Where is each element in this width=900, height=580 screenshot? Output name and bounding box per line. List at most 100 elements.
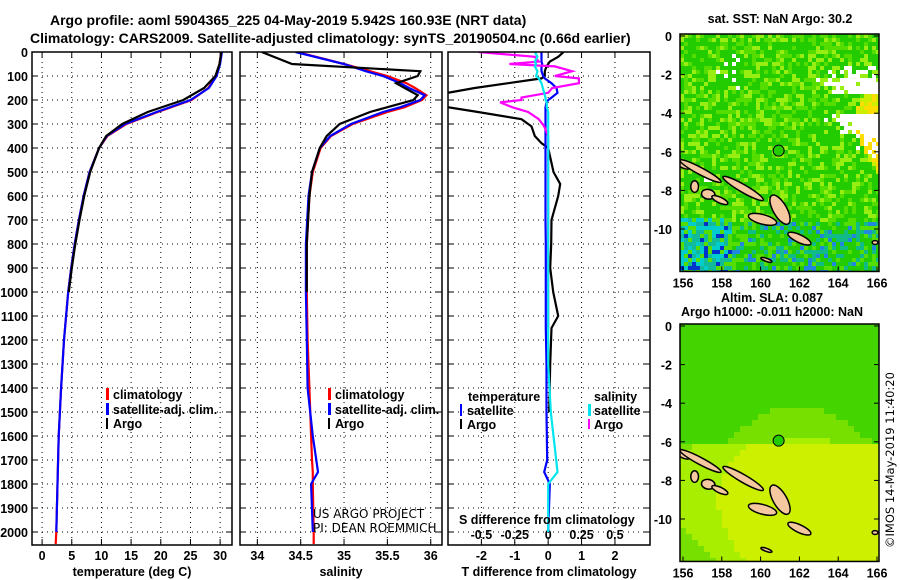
map-cell [712, 202, 717, 207]
map-cell [680, 360, 687, 367]
map-cell [872, 198, 877, 203]
map-cell [688, 242, 693, 247]
map-cell [852, 146, 857, 151]
map-cell [696, 94, 701, 99]
map-cell [692, 86, 697, 91]
map-cell [740, 198, 745, 203]
map-cell [720, 258, 725, 263]
map-cell [740, 426, 747, 433]
map-cell [776, 234, 781, 239]
map-cell [800, 50, 805, 55]
map-cell [740, 142, 745, 147]
map-cell [744, 146, 749, 151]
map-cell [716, 348, 723, 355]
map-cell [698, 546, 705, 553]
map-cell [780, 46, 785, 51]
map-cell [842, 402, 849, 409]
map-cell [780, 158, 785, 163]
map-cell [760, 190, 765, 195]
map-cell [756, 182, 761, 187]
map-cell [820, 262, 825, 267]
map-cell [824, 182, 829, 187]
map-cell [832, 86, 837, 91]
map-cell [816, 78, 821, 83]
map-cell [756, 38, 761, 43]
map-cell [756, 210, 761, 215]
map-cell [728, 90, 733, 95]
map-cell [720, 250, 725, 255]
map-cell [854, 342, 861, 349]
map-cell [708, 146, 713, 151]
map-cell [852, 82, 857, 87]
depth-tick-label: 500 [7, 166, 28, 180]
map-cell [756, 222, 761, 227]
map-cell [760, 238, 765, 243]
map-cell [700, 118, 705, 123]
map-cell [824, 420, 831, 427]
map-cell [700, 230, 705, 235]
map-cell [780, 178, 785, 183]
map-cell [788, 250, 793, 255]
map-cell [806, 456, 813, 463]
map-cell [828, 134, 833, 139]
map-cell [748, 38, 753, 43]
map-cell [758, 378, 765, 385]
map-cell [688, 246, 693, 251]
map-cell [764, 130, 769, 135]
map-cell [732, 250, 737, 255]
map-cell [860, 162, 865, 167]
map-cell [818, 348, 825, 355]
map-cell [848, 226, 853, 231]
map-cell [804, 150, 809, 155]
map-cell [820, 82, 825, 87]
map-cell [800, 426, 807, 433]
map-cell [710, 420, 717, 427]
map-cell [842, 324, 849, 331]
map-cell [760, 70, 765, 75]
map-cell [708, 94, 713, 99]
map-cell [876, 258, 879, 263]
lon-tick-label: 164 [828, 566, 849, 580]
map-cell [818, 528, 825, 535]
map-cell [840, 118, 845, 123]
map-cell [792, 194, 797, 199]
map-cell [686, 384, 693, 391]
map-cell [710, 324, 717, 331]
map-cell [856, 110, 861, 115]
map-cell [866, 378, 873, 385]
map-cell [876, 102, 879, 107]
s-tick-label: 0.5 [606, 528, 623, 542]
map-cell [752, 534, 759, 541]
map-cell [686, 528, 693, 535]
map-cell [744, 210, 749, 215]
map-cell [854, 378, 861, 385]
map-cell [740, 504, 747, 511]
map-cell [872, 462, 879, 469]
map-cell [784, 190, 789, 195]
map-cell [728, 324, 735, 331]
map-cell [724, 242, 729, 247]
map-cell [728, 504, 735, 511]
map-cell [760, 118, 765, 123]
map-cell [876, 114, 879, 119]
map-cell [876, 66, 879, 71]
map-cell [692, 250, 697, 255]
map-cell [740, 552, 747, 559]
map-cell [844, 94, 849, 99]
map-cell [764, 534, 771, 541]
map-cell [854, 546, 861, 553]
map-cell [704, 74, 709, 79]
lon-tick-label: 158 [711, 276, 732, 290]
map-cell [820, 266, 825, 271]
map-cell [872, 546, 879, 553]
x-tick-label: -1 [509, 549, 520, 563]
map-cell [840, 170, 845, 175]
map-cell [832, 238, 837, 243]
map-cell [842, 414, 849, 421]
map-cell [752, 528, 759, 535]
map-cell [692, 214, 697, 219]
map-cell [746, 366, 753, 373]
map-cell [820, 170, 825, 175]
map-cell [768, 242, 773, 247]
map-cell [724, 46, 729, 51]
